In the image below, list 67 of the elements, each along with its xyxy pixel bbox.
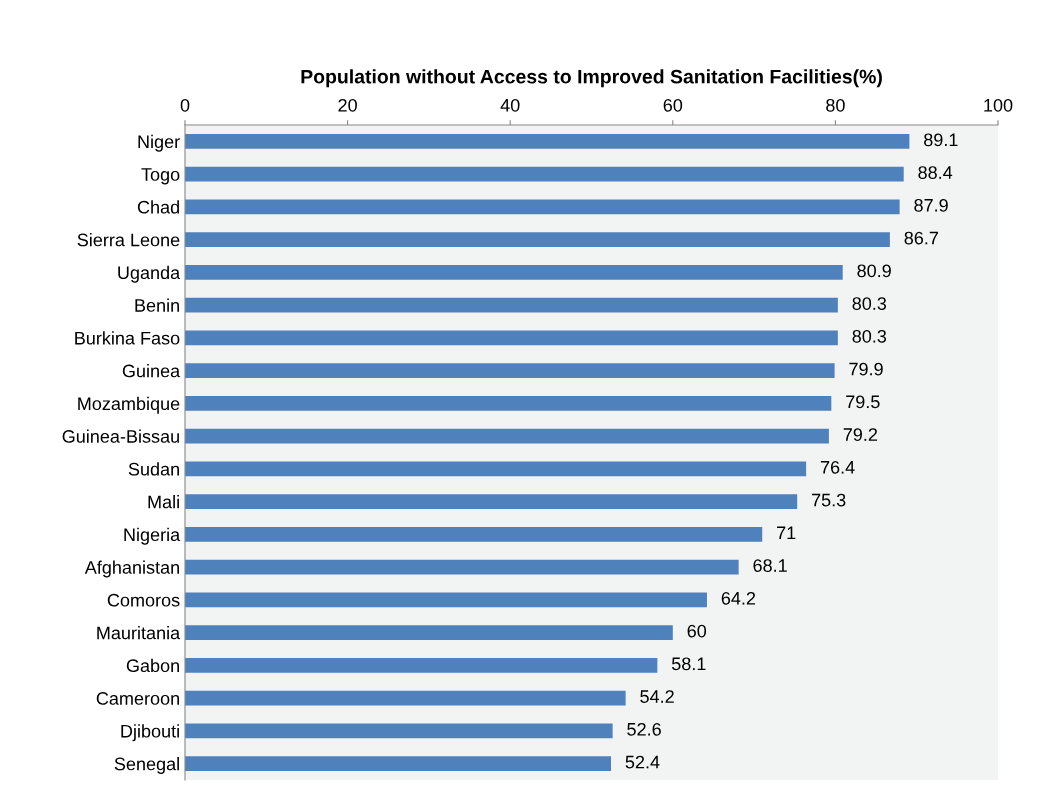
data-label: 52.6 [627, 722, 661, 736]
bar [185, 363, 835, 378]
data-label: 54.2 [640, 690, 674, 703]
bar [185, 461, 807, 477]
bar [185, 527, 763, 542]
bar [185, 428, 829, 444]
bar [185, 134, 910, 149]
y-tick-label: Gabon [126, 658, 179, 673]
x-tick-label: 40 [500, 98, 520, 112]
y-tick-label: Sierra Leone [77, 233, 180, 247]
x-tick-label: 100 [984, 98, 1013, 112]
y-tick-label: Togo [141, 168, 180, 185]
bar [185, 494, 798, 509]
data-label: 75.3 [812, 493, 846, 507]
data-label: 60 [687, 624, 707, 638]
chart-title: Population without Access to Improved Sanitation Facilities(%) [301, 69, 882, 88]
y-tick-label: Mali [148, 495, 179, 509]
data-label: 88.4 [918, 166, 953, 179]
data-label: 58.1 [671, 657, 706, 671]
bar [185, 297, 838, 313]
y-tick-label: Benin [135, 298, 179, 312]
data-label: 80.3 [852, 329, 887, 343]
y-tick-label: Niger [138, 134, 180, 152]
data-label: 64.2 [721, 591, 756, 605]
y-tick-label: Djibouti [121, 724, 179, 742]
bar [185, 396, 832, 411]
x-tick-label: 0 [180, 98, 190, 112]
y-tick-label: Guinea [122, 364, 181, 378]
bar [185, 723, 613, 739]
bar [185, 166, 904, 182]
data-label: 68.1 [753, 559, 787, 572]
bar [185, 658, 658, 673]
x-tick-label: 80 [826, 98, 845, 112]
data-label: 79.5 [846, 395, 880, 409]
bar [185, 559, 739, 575]
y-tick-label: Mauritania [97, 626, 181, 640]
y-tick-label: Mozambique [78, 396, 180, 414]
bar [185, 690, 626, 706]
bar [185, 756, 612, 771]
bar [185, 265, 843, 280]
y-tick-label: Comoros [107, 593, 180, 607]
data-label: 86.7 [904, 231, 938, 245]
data-label: 80.3 [852, 297, 887, 310]
x-tick-label: 60 [663, 98, 683, 112]
y-tick-label: Uganda [118, 265, 181, 283]
y-tick-label: Afghanistan [84, 560, 179, 578]
data-label: 76.4 [820, 460, 855, 474]
data-label: 79.9 [849, 362, 883, 376]
y-tick-label: Nigeria [124, 527, 181, 545]
data-label: 80.9 [857, 264, 891, 278]
x-tick-label: 20 [338, 98, 357, 112]
y-tick-label: Cameroon [96, 692, 179, 705]
y-tick-label: Chad [137, 200, 179, 214]
bar [185, 625, 673, 640]
data-label: 89.1 [924, 133, 958, 147]
y-tick-label: Senegal [114, 757, 179, 774]
y-tick-label: Burkina Faso [75, 331, 180, 345]
bar [185, 199, 900, 215]
data-label: 71 [777, 526, 796, 540]
data-label: 87.9 [914, 198, 948, 212]
bar [185, 232, 890, 247]
y-tick-label: Sudan [128, 462, 179, 476]
data-label: 79.2 [843, 428, 878, 441]
bar [185, 592, 707, 608]
bar [185, 330, 838, 346]
y-tick-label: Guinea-Bissau [62, 429, 179, 443]
data-label: 52.4 [625, 755, 660, 769]
